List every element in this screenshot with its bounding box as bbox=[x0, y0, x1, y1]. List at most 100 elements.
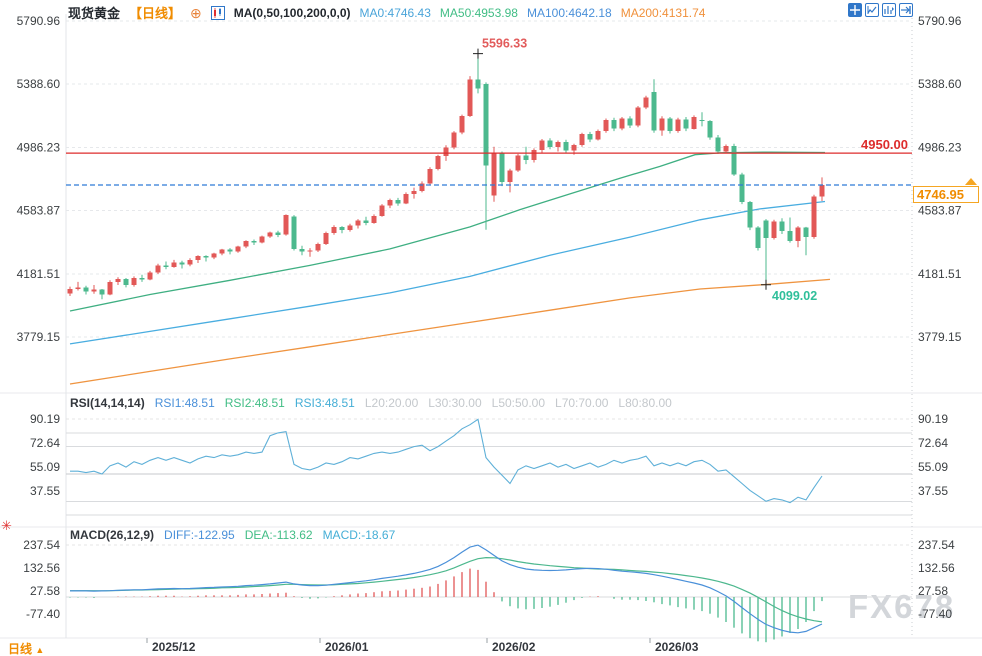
candle bbox=[499, 153, 505, 183]
candle bbox=[691, 117, 697, 129]
low-price-annotation: 4099.02 bbox=[772, 289, 817, 303]
candle bbox=[195, 256, 201, 260]
axis-date-label: 2026/01 bbox=[325, 640, 369, 654]
timeframe-badge-text: 日线 bbox=[8, 642, 33, 656]
candlestick-chart-icon[interactable] bbox=[210, 5, 225, 20]
candle bbox=[379, 205, 385, 216]
candle bbox=[259, 236, 265, 243]
candle bbox=[403, 193, 409, 204]
candle bbox=[459, 116, 465, 133]
axis-tick-label: 132.56 bbox=[918, 561, 955, 575]
candle bbox=[707, 120, 713, 138]
axis-tick-label: 5388.60 bbox=[918, 77, 962, 91]
rsi-level-50: L50:50.00 bbox=[491, 396, 546, 410]
candle bbox=[219, 249, 225, 254]
candle bbox=[451, 132, 457, 148]
symbol-name: 现货黄金 bbox=[68, 6, 121, 21]
candle bbox=[147, 272, 153, 280]
candle bbox=[555, 142, 561, 147]
macd-panel[interactable] bbox=[66, 544, 912, 643]
timeframe-badge[interactable]: 日线 ▲ bbox=[8, 640, 44, 656]
candle bbox=[779, 221, 785, 231]
candle bbox=[123, 278, 129, 286]
candle bbox=[307, 250, 313, 252]
ma50-value: MA50:4953.98 bbox=[439, 5, 518, 20]
axis-date-label: 2025/12 bbox=[152, 640, 196, 654]
axis-tick-label: 237.54 bbox=[23, 538, 60, 552]
ma-settings-label[interactable]: MA(0,50,100,200,0,0) bbox=[233, 5, 351, 20]
candle bbox=[91, 289, 97, 292]
bar-playback-icon[interactable] bbox=[882, 3, 896, 17]
axis-tick-label: 55.09 bbox=[918, 460, 948, 474]
candle bbox=[323, 233, 329, 245]
candle bbox=[179, 262, 185, 265]
axis-tick-label: 55.09 bbox=[30, 460, 60, 474]
dea-value: DEA:-113.62 bbox=[244, 528, 313, 542]
pan-crosshair-icon[interactable] bbox=[848, 3, 862, 17]
candle bbox=[651, 91, 657, 131]
ma100-line bbox=[69, 200, 826, 345]
candle bbox=[435, 156, 441, 169]
candle bbox=[355, 220, 361, 226]
rsi-level-20: L20:20.00 bbox=[364, 396, 419, 410]
candle bbox=[267, 232, 273, 237]
candle bbox=[211, 253, 217, 258]
axis-tick-label: 37.55 bbox=[30, 484, 60, 498]
candle bbox=[67, 289, 73, 294]
axis-tick-label: 72.64 bbox=[918, 436, 948, 450]
candle bbox=[203, 256, 209, 258]
candle bbox=[411, 190, 417, 194]
axis-tick-label: 90.19 bbox=[30, 412, 60, 426]
candle bbox=[675, 119, 681, 132]
indicator-settings-icon[interactable]: ✳ bbox=[1, 518, 12, 533]
rsi-settings-label[interactable]: RSI(14,14,14) bbox=[70, 396, 145, 410]
axis-tick-label: 72.64 bbox=[30, 436, 60, 450]
candle bbox=[139, 278, 145, 280]
macd-settings-label[interactable]: MACD(26,12,9) bbox=[70, 528, 155, 542]
chart-header: 现货黄金 【日线】 ⊕ MA(0,50,100,200,0,0) MA0:474… bbox=[68, 3, 705, 22]
go-to-latest-icon[interactable] bbox=[899, 3, 913, 17]
ma50-line bbox=[69, 151, 826, 312]
candle bbox=[107, 281, 113, 295]
circle-plus-icon[interactable]: ⊕ bbox=[190, 4, 202, 21]
main-price-panel[interactable] bbox=[66, 20, 979, 385]
candle bbox=[275, 232, 281, 235]
rsi-level-30: L30:30.00 bbox=[428, 396, 482, 410]
rsi-panel[interactable] bbox=[66, 418, 912, 516]
macd-value: MACD:-18.67 bbox=[322, 528, 396, 542]
axis-tick-label: 27.58 bbox=[30, 584, 60, 598]
candle bbox=[363, 220, 369, 223]
candle bbox=[515, 155, 521, 171]
up-triangle-icon: ▲ bbox=[35, 645, 45, 655]
axis-tick-label: 3779.15 bbox=[918, 330, 962, 344]
last-price-box bbox=[913, 186, 979, 203]
restore-view-icon[interactable] bbox=[865, 3, 879, 17]
candle bbox=[395, 200, 401, 204]
candle bbox=[539, 140, 545, 150]
candle bbox=[83, 287, 89, 292]
candle bbox=[755, 227, 761, 249]
candle bbox=[563, 142, 569, 151]
up-triangle-icon bbox=[965, 178, 977, 185]
candle bbox=[475, 79, 481, 89]
ma0-value: MA0:4746.43 bbox=[359, 5, 431, 20]
candle bbox=[491, 153, 497, 196]
candle bbox=[731, 146, 737, 175]
candle bbox=[251, 241, 257, 243]
axis-tick-label: 4986.23 bbox=[918, 140, 962, 154]
axis-tick-label: 4583.87 bbox=[918, 204, 962, 218]
hline-price-label: 4950.00 bbox=[861, 137, 908, 152]
candle bbox=[243, 241, 249, 247]
candle bbox=[227, 249, 233, 252]
axis-tick-label: 4181.51 bbox=[918, 267, 962, 281]
ma100-value: MA100:4642.18 bbox=[526, 5, 612, 20]
candle bbox=[75, 287, 81, 289]
candle bbox=[795, 227, 801, 242]
candle bbox=[331, 226, 337, 234]
candle bbox=[531, 150, 537, 161]
candle bbox=[427, 168, 433, 184]
axis-date-label: 2026/03 bbox=[655, 640, 699, 654]
candle bbox=[819, 185, 825, 197]
